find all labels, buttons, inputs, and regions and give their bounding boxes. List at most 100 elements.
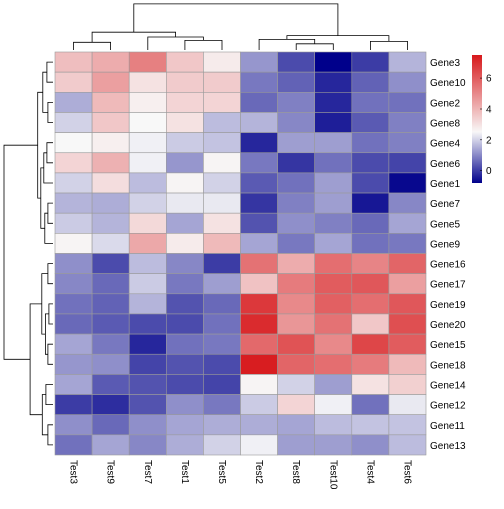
heatmap-cell xyxy=(54,233,93,254)
heatmap-cell xyxy=(351,434,390,456)
column-label: Test7 xyxy=(142,460,153,484)
heatmap-cell xyxy=(388,192,427,214)
heatmap-cell xyxy=(166,273,204,295)
heatmap-cell xyxy=(240,253,278,274)
heatmap-cell xyxy=(91,414,130,436)
heatmap-cell xyxy=(203,414,241,436)
row-label: Gene1 xyxy=(430,179,460,190)
heatmap-cell xyxy=(388,212,427,234)
heatmap-cell xyxy=(91,273,130,295)
heatmap-cell xyxy=(91,313,130,335)
row-label: Gene11 xyxy=(430,421,465,432)
heatmap-cell xyxy=(351,51,390,73)
heatmap-cell xyxy=(240,434,278,456)
row-label: Gene15 xyxy=(430,340,466,351)
dendrogram-branch xyxy=(46,142,53,164)
heatmap-cell xyxy=(203,132,241,154)
legend-tick-label: 2 xyxy=(486,135,492,146)
heatmap-cell xyxy=(54,414,93,436)
heatmap-cell xyxy=(240,394,278,415)
heatmap-cell xyxy=(54,333,93,355)
heatmap-cell xyxy=(203,172,241,194)
heatmap-cell xyxy=(240,71,278,93)
heatmap-cell xyxy=(277,434,316,456)
heatmap-cell xyxy=(314,313,353,335)
heatmap-cell xyxy=(203,152,241,174)
heatmap-cell xyxy=(277,71,316,93)
column-label: Test4 xyxy=(364,460,375,484)
heatmap-cell xyxy=(277,233,316,254)
heatmap-cell xyxy=(128,293,167,315)
heatmap-cell xyxy=(388,394,427,415)
heatmap-cell xyxy=(351,212,390,234)
heatmap-cell xyxy=(128,152,167,174)
heatmap-cell xyxy=(91,434,130,456)
heatmap-cell xyxy=(277,172,316,194)
heatmap-cell xyxy=(203,394,241,415)
heatmap-cell xyxy=(314,51,353,73)
heatmap-cell xyxy=(203,192,241,214)
legend-tick-label: 4 xyxy=(486,105,492,116)
heatmap-cell xyxy=(166,253,204,274)
heatmap-cell xyxy=(54,273,93,295)
heatmap-cell xyxy=(240,152,278,174)
color-legend: 0 2 4 6 xyxy=(472,55,492,183)
heatmap-cell xyxy=(351,394,390,415)
heatmap-cell xyxy=(277,192,316,214)
row-label: Gene9 xyxy=(430,239,460,250)
heatmap-cell xyxy=(240,273,278,295)
heatmap-cell xyxy=(277,313,316,335)
row-label: Gene18 xyxy=(430,360,466,371)
dendrogram-branch xyxy=(45,384,53,405)
heatmap-cell xyxy=(166,212,204,234)
heatmap-cell xyxy=(203,273,241,295)
heatmap-cell xyxy=(240,233,278,254)
heatmap-cell xyxy=(314,394,353,415)
heatmap-cell xyxy=(240,353,278,375)
row-labels: Gene3 Gene10 Gene2 Gene8 Gene4 Gene6 Gene1 Gene… xyxy=(430,58,466,452)
heatmap-cell xyxy=(203,293,241,315)
heatmap-cell xyxy=(166,192,204,214)
heatmap-cell xyxy=(54,192,93,214)
heatmap-cell xyxy=(240,293,278,315)
heatmap-cell xyxy=(128,172,167,194)
heatmap-cell xyxy=(91,132,130,154)
heatmap-cell xyxy=(203,233,241,254)
heatmap-cell xyxy=(351,71,390,93)
heatmap-cell xyxy=(351,233,390,254)
heatmap-cell xyxy=(91,51,130,73)
heatmap-cell xyxy=(166,434,204,456)
heatmap-cell xyxy=(203,92,241,113)
heatmap-cell xyxy=(314,152,353,174)
heatmap-cell xyxy=(277,112,316,133)
row-label: Gene4 xyxy=(430,139,460,150)
heatmap-cell xyxy=(166,152,204,174)
heatmap-cell xyxy=(54,132,93,154)
heatmap-cell xyxy=(240,172,278,194)
column-labels: Test3 Test9 Test7 Test1 Test5 Test2 Test8 Test1… xyxy=(68,460,413,490)
heatmap-cell xyxy=(277,132,316,154)
heatmap-cell xyxy=(351,313,390,335)
heatmap-cell xyxy=(388,313,427,335)
heatmap-cell xyxy=(166,313,204,335)
dendrogram-branch xyxy=(3,144,38,360)
dendrogram-branch xyxy=(147,36,204,50)
heatmap-cell xyxy=(388,172,427,194)
color-legend-bar xyxy=(472,55,482,183)
heatmap-cell xyxy=(203,212,241,234)
heatmap-cell xyxy=(388,293,427,315)
heatmap-cell xyxy=(388,374,427,395)
heatmap-cell xyxy=(91,333,130,355)
dendrogram-branch xyxy=(73,41,111,50)
heatmap-cell xyxy=(128,71,167,93)
heatmap-cell xyxy=(277,394,316,415)
heatmap-cell xyxy=(388,414,427,436)
heatmap-cell xyxy=(314,414,353,436)
heatmap-cell xyxy=(388,132,427,154)
heatmap-cell xyxy=(314,212,353,234)
heatmap-cell xyxy=(128,394,167,415)
heatmap-cell xyxy=(128,253,167,274)
column-label: Test1 xyxy=(179,460,190,484)
